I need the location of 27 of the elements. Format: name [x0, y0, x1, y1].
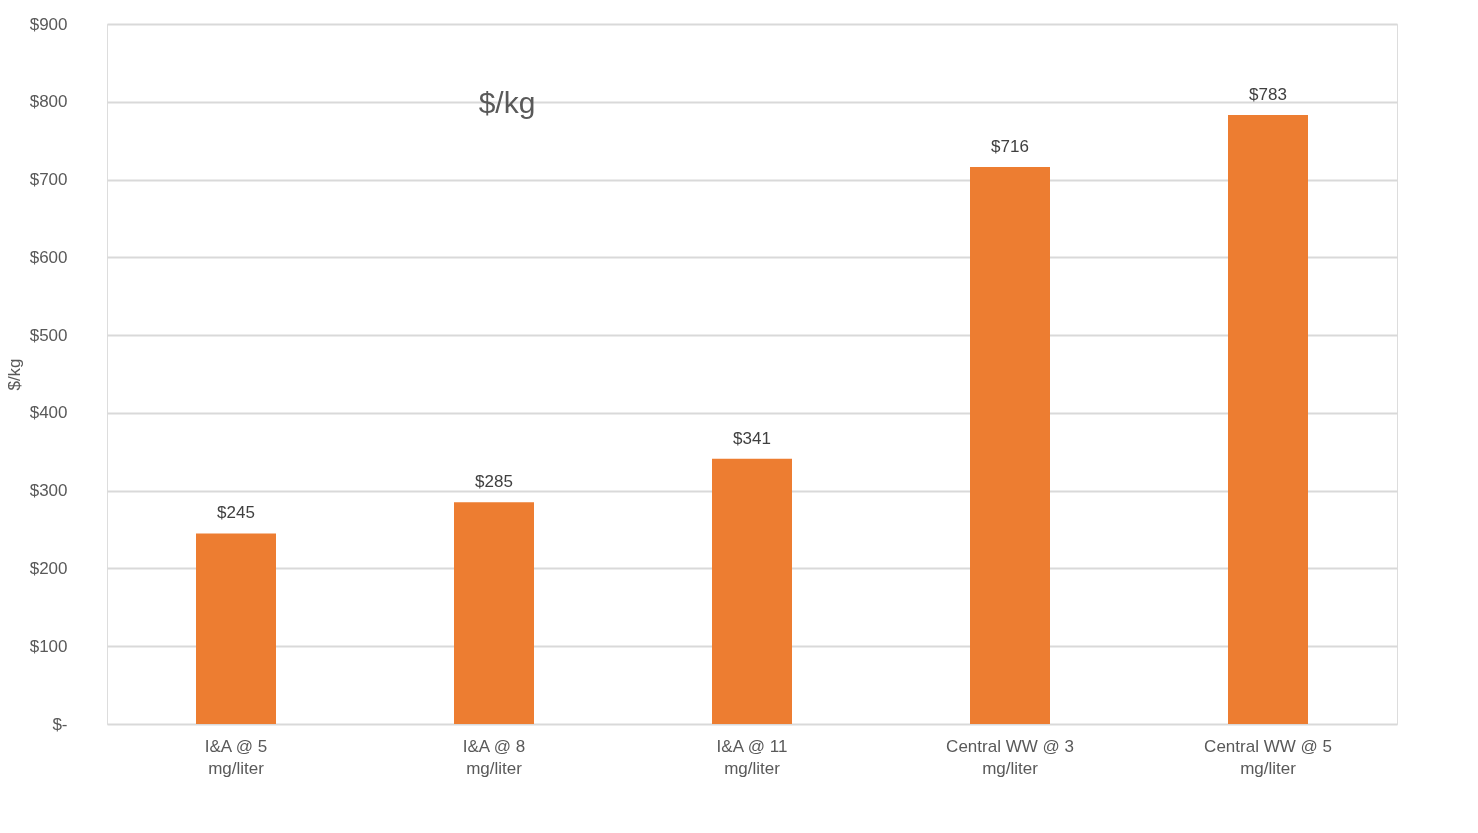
text: $/kg [478, 86, 536, 119]
y-tick-label: $900 [29, 14, 68, 34]
y-tick-label: $800 [29, 92, 68, 112]
y-tick-label: $600 [29, 247, 68, 267]
y-tick-label: $700 [29, 170, 68, 190]
data-label: $341 [733, 428, 771, 448]
bar [970, 167, 1050, 724]
bar [712, 458, 792, 724]
x-tick-label: I&A @ 5 mg/liter [204, 736, 268, 778]
data-label: $783 [1249, 85, 1287, 104]
x-tick-label: I&A @ 8 mg/liter [462, 736, 526, 778]
bar [454, 502, 534, 724]
y-tick-label: $400 [29, 403, 68, 423]
bar [1228, 115, 1308, 724]
y-tick-label: $500 [29, 325, 68, 345]
x-tick-label: Central WW @ 3 mg/liter [946, 736, 1074, 778]
y-axis-title: $/kg [4, 358, 24, 391]
x-tick-label: I&A @ 11 mg/liter [716, 736, 788, 778]
y-tick-label: $200 [29, 558, 68, 578]
x-tick-label: Central WW @ 5 mg/liter [1204, 736, 1332, 778]
bar [196, 533, 276, 724]
data-label: $716 [991, 137, 1029, 157]
y-tick-label: $300 [29, 481, 68, 501]
data-label: $285 [475, 472, 513, 492]
data-label: $245 [217, 503, 255, 523]
y-tick-label: $- [52, 714, 68, 734]
y-tick-label: $100 [29, 636, 68, 656]
